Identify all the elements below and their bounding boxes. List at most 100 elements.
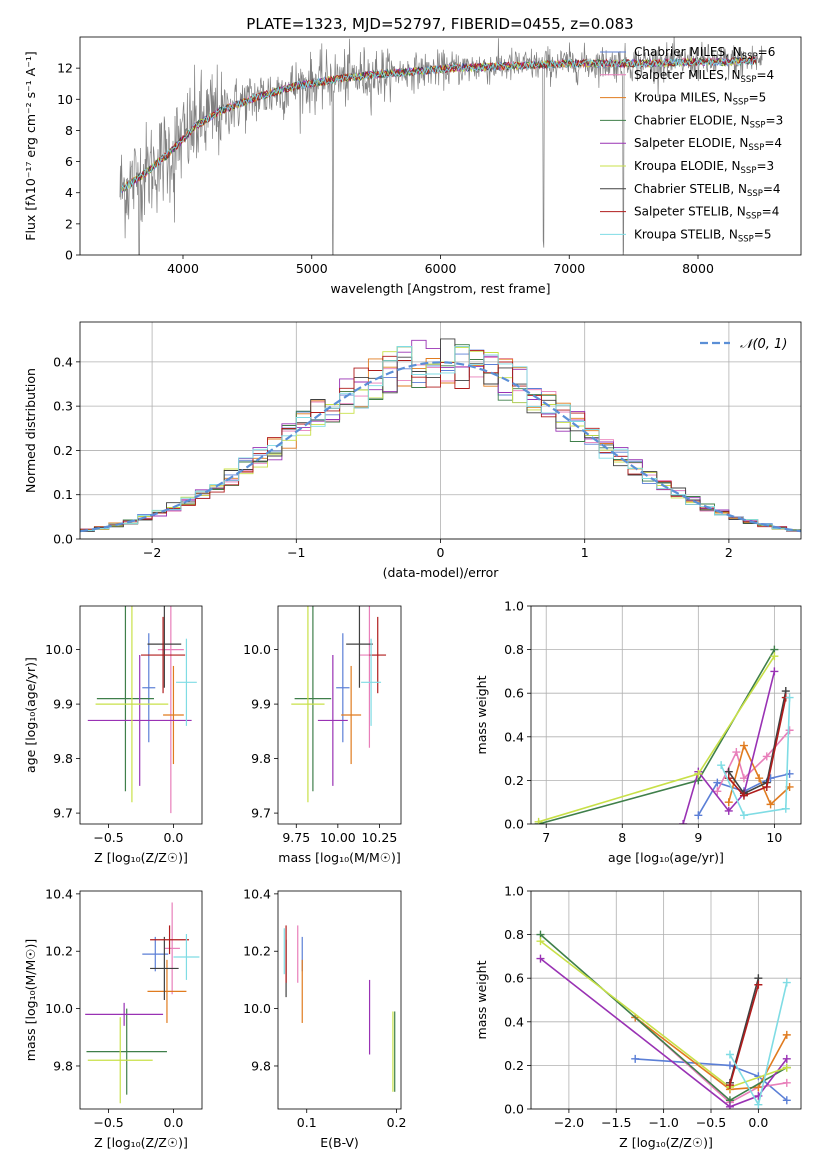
legend-label: Chabrier MILES, NSSP=6 <box>634 45 775 62</box>
plus-marker <box>782 978 791 987</box>
plus-marker <box>725 1081 734 1090</box>
legend-subscript: SSP <box>750 120 766 130</box>
x-tick-label: 10 <box>766 830 782 845</box>
y-tick-label: 0.1 <box>53 487 73 502</box>
plus-marker <box>725 1102 734 1109</box>
weight-line-chabrier-stelib <box>728 690 787 795</box>
legend-value: =4 <box>763 182 781 196</box>
x-axis-label: E(B-V) <box>320 1135 359 1150</box>
x-tick-label: −0.5 <box>93 830 123 845</box>
weight-line-salpeter-stelib <box>728 697 787 797</box>
x-tick-label: 0.0 <box>164 1115 184 1130</box>
y-tick-label: 0.3 <box>53 399 73 414</box>
y-tick-label: 6 <box>65 154 73 169</box>
x-tick-label: −1.5 <box>601 1115 631 1130</box>
y-tick-label: 12 <box>57 61 73 76</box>
y-axis-label: age [log₁₀(age/yr)] <box>23 657 38 773</box>
errorbar-point <box>346 606 373 688</box>
axes-frame <box>277 605 402 825</box>
plus-marker <box>694 811 703 820</box>
plus-marker <box>717 761 726 770</box>
legend-label: Kroupa STELIB, NSSP=5 <box>634 227 772 244</box>
legend-spectrum: Chabrier MILES, NSSP=6 Salpeter MILES, NS… <box>600 45 783 244</box>
x-tick-label: 9.75 <box>282 830 310 845</box>
legend-label: 𝒩(0, 1) <box>740 337 787 352</box>
plus-marker <box>785 693 794 702</box>
x-tick-label: 6000 <box>425 261 457 276</box>
axes-age-vs-Z: −0.5 0.0 9.7 9.8 9.9 10.0 Z [log₁₀(Z/Z☉)] age [… <box>23 605 203 865</box>
plus-marker <box>770 652 779 661</box>
x-tick-label: 8 <box>618 830 626 845</box>
y-tick-label: 9.8 <box>53 1058 73 1073</box>
axes-residuals: −2 −1 0 1 2 0.0 0.1 0.2 0.3 0.4 (data-model)/error… <box>23 321 802 580</box>
errorbar-point <box>157 606 184 814</box>
y-tick-label: 9.8 <box>53 751 73 766</box>
legend-subscript: SSP <box>742 52 758 62</box>
plus-marker <box>536 954 545 963</box>
x-tick-label: 9 <box>694 830 702 845</box>
y-tick-label: 10.2 <box>45 944 73 959</box>
x-axis-label: Z [log₁₀(Z/Z☉)] <box>619 1135 713 1150</box>
x-tick-label: 0.2 <box>387 1115 407 1130</box>
weight-line-salpeter-elodie <box>540 957 788 1108</box>
legend-value: =3 <box>766 113 784 127</box>
y-tick-label: 0.2 <box>53 443 73 458</box>
y-axis-label: Flux [fλ10⁻¹⁷ erg cm⁻² s⁻¹ A⁻¹] <box>23 51 38 240</box>
y-tick-label: 0.0 <box>504 1102 524 1117</box>
axes-frame <box>530 605 802 825</box>
axes-weight-vs-Z: −2.0 −1.5 −1.0 −0.5 0.0 0.0 0.2 0.4 0.6 0.8 1.0 Z [… <box>474 884 802 1150</box>
x-tick-label: 10.25 <box>361 830 397 845</box>
y-tick-label: 0.0 <box>53 532 73 547</box>
y-tick-label: 0.4 <box>504 1014 524 1029</box>
axes-frame <box>530 890 802 1110</box>
axes-frame <box>277 890 402 1110</box>
y-tick-label: 9.8 <box>251 751 271 766</box>
errorbar-point <box>361 638 382 726</box>
plus-marker <box>770 667 779 676</box>
legend-subscript: SSP <box>746 212 762 222</box>
y-tick-label: 1.0 <box>504 884 524 899</box>
legend-subscript: SSP <box>747 189 763 199</box>
y-tick-label: 1.0 <box>504 599 524 614</box>
plot-area-spectrum <box>119 37 763 255</box>
histogram-salpeter-stelib <box>80 349 801 532</box>
x-tick-label: 7000 <box>553 261 585 276</box>
plus-marker <box>782 1054 791 1063</box>
x-axis-label: wavelength [Angstrom, rest frame] <box>330 281 550 296</box>
errorbar-point <box>317 655 348 786</box>
legend-value: =5 <box>754 227 772 241</box>
y-tick-label: 10.4 <box>45 886 73 901</box>
legend-subscript: SSP <box>733 98 749 108</box>
axes-weight-vs-age: 7 8 9 10 0.0 0.2 0.4 0.6 0.8 1.0 age [log₁₀(age/yr… <box>474 599 802 865</box>
plus-marker <box>782 1078 791 1087</box>
model-spectrum-kroupa-stelib <box>120 57 757 194</box>
plus-marker <box>739 741 748 750</box>
axes-frame <box>79 321 802 540</box>
plus-marker <box>725 1050 734 1059</box>
y-tick-label: 0.2 <box>504 773 524 788</box>
legend-value: =6 <box>758 45 776 59</box>
plus-marker <box>739 774 748 783</box>
errorbar-point <box>87 655 192 786</box>
axes-mass-vs-EBV: 0.1 0.2 9.8 10.0 10.2 10.4 E(B-V) <box>243 886 406 1150</box>
y-tick-label: 9.8 <box>251 1058 271 1073</box>
y-tick-label: 0.0 <box>504 817 524 832</box>
y-tick-label: 10.0 <box>243 642 271 657</box>
plus-marker <box>782 1030 791 1039</box>
legend-value: =3 <box>756 159 774 173</box>
y-tick-label: 0.6 <box>504 686 524 701</box>
plus-marker <box>781 804 790 813</box>
y-tick-label: 4 <box>65 185 73 200</box>
legend-value: =4 <box>764 136 782 150</box>
axes-frame <box>79 605 203 825</box>
legend-value: =5 <box>749 91 767 105</box>
plus-marker <box>679 820 688 824</box>
axes-age-vs-mass: 9.75 10.00 10.25 9.7 9.8 9.9 10.0 mass [log₁₀(M… <box>243 605 402 865</box>
plot-area-weight-vs-Z <box>536 930 791 1109</box>
plus-marker <box>766 800 775 809</box>
plus-marker <box>713 787 722 796</box>
x-axis-label: Z [log₁₀(Z/Z☉)] <box>94 1135 188 1150</box>
y-tick-label: 0.8 <box>504 927 524 942</box>
plus-marker <box>739 791 748 800</box>
